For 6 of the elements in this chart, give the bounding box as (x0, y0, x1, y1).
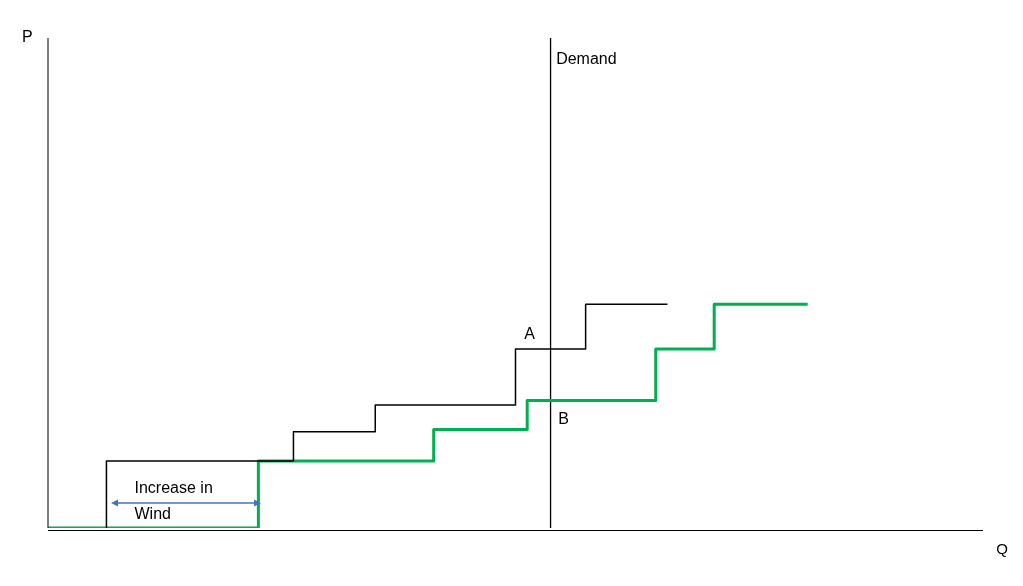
annotation: Increase in Wind (134, 478, 214, 525)
text: P (22, 27, 33, 47)
annotation: A (524, 324, 535, 344)
x-axis-title: Q (996, 540, 1008, 557)
annotation: B (558, 409, 569, 430)
text: Demand (556, 49, 617, 69)
